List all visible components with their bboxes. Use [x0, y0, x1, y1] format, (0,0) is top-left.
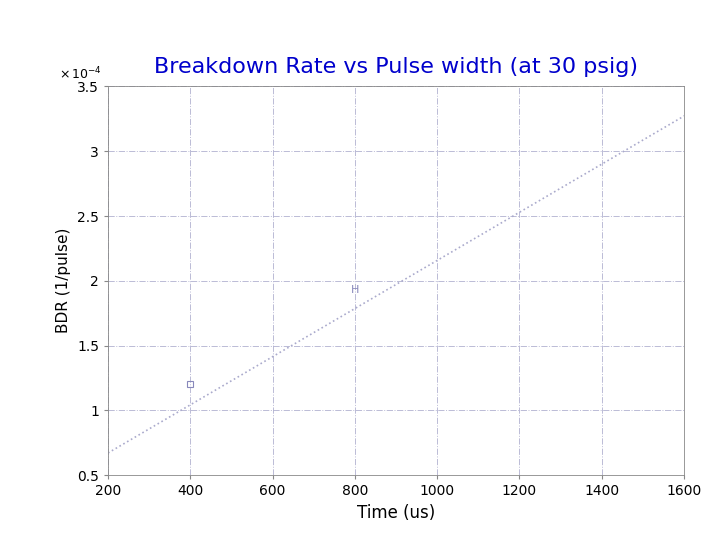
- Title: Breakdown Rate vs Pulse width (at 30 psig): Breakdown Rate vs Pulse width (at 30 psi…: [154, 57, 638, 77]
- Text: H: H: [351, 285, 359, 295]
- X-axis label: Time (us): Time (us): [357, 504, 435, 522]
- Y-axis label: BDR (1/pulse): BDR (1/pulse): [56, 228, 71, 334]
- Text: $\times\,10^{-4}$: $\times\,10^{-4}$: [59, 66, 102, 83]
